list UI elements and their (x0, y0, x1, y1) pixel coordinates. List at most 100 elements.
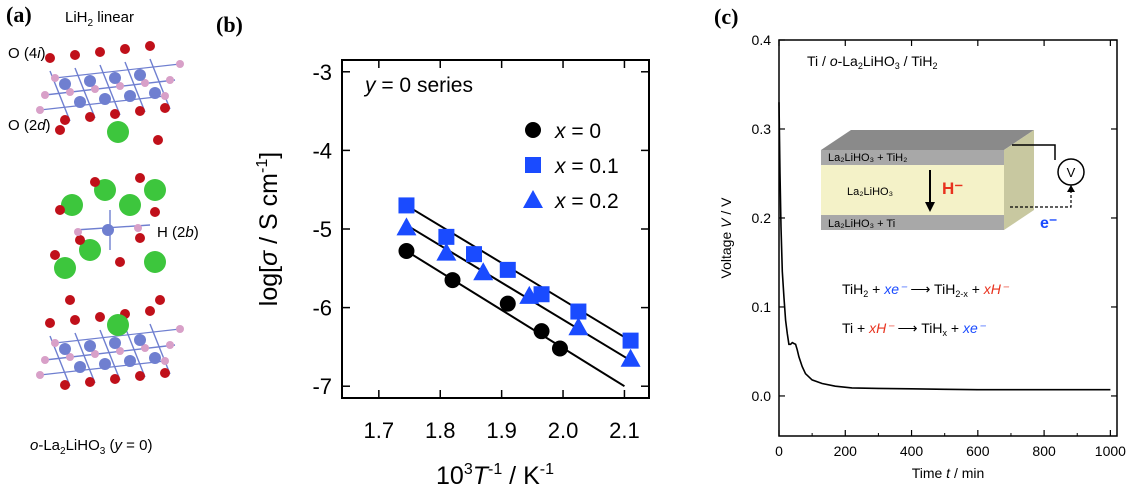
x-tick-label: 1.8 (425, 418, 456, 443)
panel-a-label: (a) (6, 2, 32, 27)
cell-top-face (821, 130, 1034, 150)
o-atom (85, 377, 95, 387)
cell-schematic: La₂LiHO₃ + TiH₂ La₂LiHO₃ La₂LiHO₃ + Ti H… (821, 130, 1085, 232)
data-point (444, 272, 461, 289)
h-atom (36, 371, 44, 379)
o-atom (70, 50, 80, 60)
o-atom (110, 109, 120, 119)
li-atom (124, 90, 136, 102)
o-atom (120, 44, 130, 54)
o-atom (145, 306, 155, 316)
x-tick-label: 2.0 (548, 418, 579, 443)
data-point (568, 317, 589, 336)
panel-b-label: (b) (216, 12, 243, 37)
legend-label: x = 0.2 (554, 190, 619, 213)
h-atom (166, 341, 174, 349)
fit-line (405, 204, 638, 346)
o4i-label: O (4i) (8, 45, 46, 62)
y-axis-label-c: Voltage V / V (718, 197, 734, 279)
h-atom (161, 92, 169, 100)
plot-frame-c (778, 39, 1118, 437)
legend-marker (525, 122, 541, 138)
h-atom (36, 106, 44, 114)
x-tick-label: 2.1 (609, 418, 640, 443)
li-atom (74, 361, 86, 373)
la-atom (94, 179, 116, 201)
bond-line (99, 329, 121, 381)
y-tick-label: 0.2 (752, 210, 772, 226)
o-atom (110, 374, 120, 384)
o-atom (55, 125, 65, 135)
o-atom (65, 295, 75, 305)
fit-line (405, 250, 625, 388)
la-atom (61, 194, 83, 216)
o-atom (135, 233, 145, 243)
o-atom (160, 368, 170, 378)
o-atom (50, 250, 60, 260)
o-atom (60, 380, 70, 390)
li-atom (149, 352, 161, 364)
h-atom (41, 91, 49, 99)
data-point (620, 348, 641, 367)
series-title: y = 0 series (363, 74, 473, 97)
x-tick-label: 1000 (1095, 443, 1126, 459)
h-atom (51, 74, 59, 82)
layer-top (821, 150, 1004, 165)
h-atom (141, 344, 149, 352)
legend-label: x = 0.1 (554, 155, 619, 178)
x-tick-label: 400 (900, 443, 924, 459)
o-atom (135, 173, 145, 183)
h-atom (116, 82, 124, 90)
la-atom (107, 314, 129, 336)
conductivity-chart: 1.7 1.8 1.9 2.0 2.1 -3 -4 -5 -6 -7 y = 0 series x… (254, 59, 650, 490)
circuit-wire (1012, 144, 1056, 160)
o-atom (45, 53, 55, 63)
o-atom (135, 106, 145, 116)
o-atom (90, 177, 100, 187)
x-tick-label: 1.7 (364, 418, 395, 443)
data-point (396, 217, 417, 236)
h-atom (161, 357, 169, 365)
h-atom (166, 76, 174, 84)
bond-line (54, 328, 181, 344)
structure-caption: o-La2LiHO3 (y = 0) (30, 437, 152, 457)
legend-marker (525, 157, 541, 173)
layer-mid (821, 165, 1004, 215)
o-atom (70, 315, 80, 325)
bond-line (74, 332, 96, 384)
o-atom (45, 318, 55, 328)
h-atom (91, 350, 99, 358)
la-atom (144, 179, 166, 201)
li-atom (59, 78, 71, 90)
y-tick-label: 0.3 (752, 121, 772, 137)
y-tick-label: -4 (312, 138, 332, 163)
la-atom (54, 257, 76, 279)
o-atom (95, 47, 105, 57)
legend-label: x = 0 (554, 120, 601, 143)
o-atom (153, 135, 163, 145)
data-point (499, 261, 516, 278)
li-atom (134, 334, 146, 346)
data-point (533, 286, 550, 303)
li-atom (149, 87, 161, 99)
h-atom (116, 347, 124, 355)
h-atom (176, 325, 184, 333)
voltmeter-label: V (1067, 165, 1076, 180)
x-tick-label: 0 (775, 443, 783, 459)
data-point (473, 262, 494, 281)
y-tick-label: 0.0 (752, 388, 772, 404)
equation-2: Ti + xH⁻ ⟶ TiHx + xe⁻ (842, 320, 987, 338)
y-tick-label: -5 (312, 217, 332, 242)
h-atom (74, 228, 82, 236)
h-atom (141, 79, 149, 87)
h-atom (41, 356, 49, 364)
voltage-curve (778, 102, 1111, 391)
li-atom (109, 72, 121, 84)
o-atom (135, 371, 145, 381)
o-atom (115, 257, 125, 267)
li-atom (59, 343, 71, 355)
o-atom (75, 235, 85, 245)
h-atom (134, 224, 142, 232)
o-atom (145, 41, 155, 51)
h-atom (66, 88, 74, 96)
